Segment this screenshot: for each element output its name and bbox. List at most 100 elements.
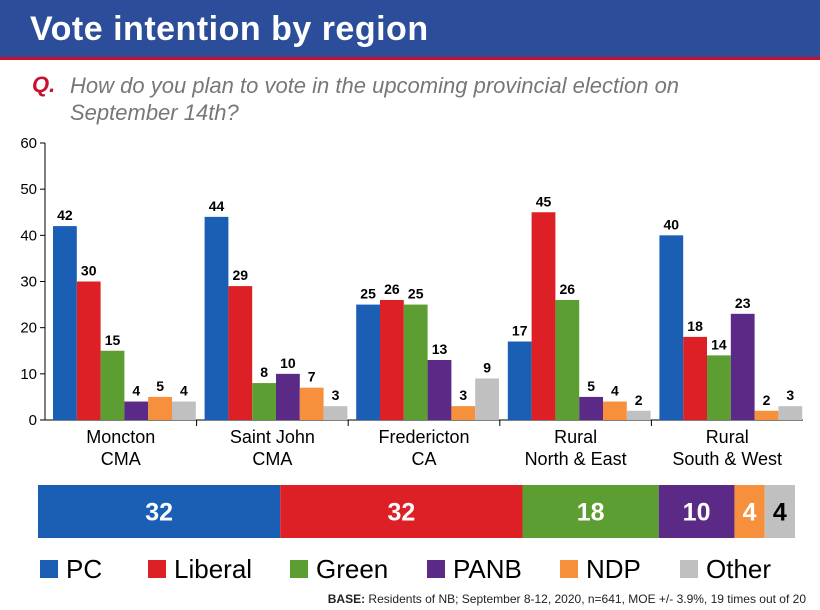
base-text: Residents of NB; September 8-12, 2020, n… bbox=[365, 592, 806, 606]
data-label: 25 bbox=[408, 286, 424, 302]
category-label: Fredericton bbox=[378, 427, 469, 447]
overall-segment bbox=[38, 485, 281, 538]
legend-swatch bbox=[427, 560, 445, 578]
data-label: 26 bbox=[384, 281, 400, 297]
bar bbox=[778, 406, 803, 420]
category-label: CMA bbox=[101, 449, 141, 469]
base-label: BASE: bbox=[327, 592, 366, 606]
bar bbox=[707, 355, 731, 420]
bar bbox=[579, 396, 603, 420]
overall-segment-label: 32 bbox=[145, 499, 173, 527]
bar bbox=[531, 212, 556, 420]
y-tick-label: 20 bbox=[20, 320, 37, 337]
data-label: 26 bbox=[560, 281, 576, 297]
category-label: Saint John bbox=[230, 427, 315, 447]
overall-segment-label: 18 bbox=[577, 499, 605, 527]
bar bbox=[228, 286, 253, 420]
bar bbox=[626, 410, 651, 420]
data-label: 9 bbox=[483, 359, 491, 375]
bar bbox=[380, 299, 404, 420]
y-tick-label: 30 bbox=[20, 274, 37, 291]
bar bbox=[299, 387, 324, 420]
bar bbox=[683, 336, 707, 420]
bar bbox=[754, 410, 779, 420]
bar bbox=[475, 378, 499, 420]
data-label: 4 bbox=[611, 383, 619, 399]
legend-label: Other bbox=[706, 554, 771, 584]
data-label: 14 bbox=[711, 336, 727, 352]
page-title: Vote intention by region bbox=[30, 10, 429, 48]
data-label: 2 bbox=[763, 392, 771, 408]
legend-swatch bbox=[680, 560, 698, 578]
overall-segment-label: 32 bbox=[387, 499, 415, 527]
y-tick-label: 50 bbox=[20, 181, 37, 198]
y-tick-label: 40 bbox=[20, 227, 37, 244]
bar bbox=[507, 341, 532, 420]
legend-swatch bbox=[290, 560, 308, 578]
header-banner: Vote intention by region bbox=[0, 0, 820, 60]
data-label: 42 bbox=[57, 207, 73, 223]
bar bbox=[252, 383, 276, 420]
data-label: 40 bbox=[664, 216, 680, 232]
overall-segment-label: 4 bbox=[773, 499, 787, 527]
legend-label: PANB bbox=[453, 554, 522, 584]
bar bbox=[204, 216, 229, 420]
bar bbox=[172, 401, 196, 420]
bar bbox=[356, 304, 380, 420]
data-label: 13 bbox=[432, 341, 448, 357]
data-label: 5 bbox=[587, 378, 595, 394]
bar bbox=[76, 281, 101, 420]
bar bbox=[53, 226, 77, 420]
data-label: 25 bbox=[360, 286, 376, 302]
bar bbox=[124, 401, 149, 420]
bar bbox=[603, 401, 627, 420]
legend-label: Green bbox=[316, 554, 388, 584]
overall-segment bbox=[522, 485, 659, 538]
category-label: Rural bbox=[554, 427, 597, 447]
bar bbox=[323, 406, 348, 420]
question-text: How do you plan to vote in the upcoming … bbox=[70, 73, 680, 125]
question-label: Q. bbox=[32, 72, 56, 97]
data-label: 18 bbox=[687, 318, 703, 334]
overall-segment bbox=[658, 485, 735, 538]
legend-swatch bbox=[560, 560, 578, 578]
category-label: CA bbox=[411, 449, 436, 469]
data-label: 15 bbox=[105, 332, 121, 348]
bar bbox=[659, 235, 684, 420]
data-label: 4 bbox=[132, 383, 140, 399]
bar bbox=[730, 313, 755, 420]
base-note: BASE: Residents of NB; September 8-12, 2… bbox=[328, 592, 806, 606]
data-label: 23 bbox=[735, 295, 751, 311]
data-label: 3 bbox=[786, 387, 794, 403]
overall-segment bbox=[280, 485, 523, 538]
category-label: North & East bbox=[525, 449, 627, 469]
category-label: CMA bbox=[252, 449, 292, 469]
data-label: 30 bbox=[81, 263, 97, 279]
data-label: 45 bbox=[536, 193, 552, 209]
data-label: 3 bbox=[332, 387, 340, 403]
overall-segment-label: 10 bbox=[683, 499, 711, 527]
y-tick-label: 10 bbox=[20, 366, 37, 383]
category-label: South & West bbox=[672, 449, 782, 469]
legend-label: PC bbox=[66, 554, 102, 584]
data-label: 5 bbox=[156, 378, 164, 394]
bar bbox=[276, 373, 300, 420]
overall-segment bbox=[764, 485, 795, 538]
bar bbox=[555, 299, 580, 420]
data-label: 3 bbox=[459, 387, 467, 403]
overall-segment-label: 4 bbox=[743, 499, 757, 527]
category-label: Rural bbox=[706, 427, 749, 447]
legend-swatch bbox=[148, 560, 166, 578]
bar bbox=[148, 396, 172, 420]
bar bbox=[100, 350, 125, 420]
y-tick-label: 0 bbox=[29, 412, 37, 429]
legend-swatch bbox=[40, 560, 58, 578]
data-label: 29 bbox=[233, 267, 249, 283]
bar bbox=[451, 406, 476, 420]
data-label: 10 bbox=[280, 355, 296, 371]
data-label: 2 bbox=[635, 392, 643, 408]
data-label: 44 bbox=[209, 198, 225, 214]
data-label: 4 bbox=[180, 383, 188, 399]
y-tick-label: 60 bbox=[20, 135, 37, 152]
